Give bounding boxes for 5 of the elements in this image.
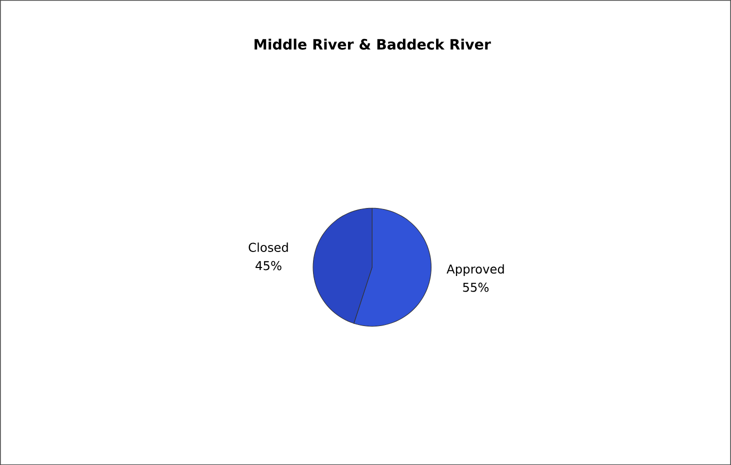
data-label: 45% xyxy=(256,260,282,270)
chart-title: Middle River & Baddeck River xyxy=(254,38,491,50)
slice-label: Closed xyxy=(248,242,288,252)
data-label: 55% xyxy=(463,282,489,292)
slice-label: Approved xyxy=(446,264,504,276)
